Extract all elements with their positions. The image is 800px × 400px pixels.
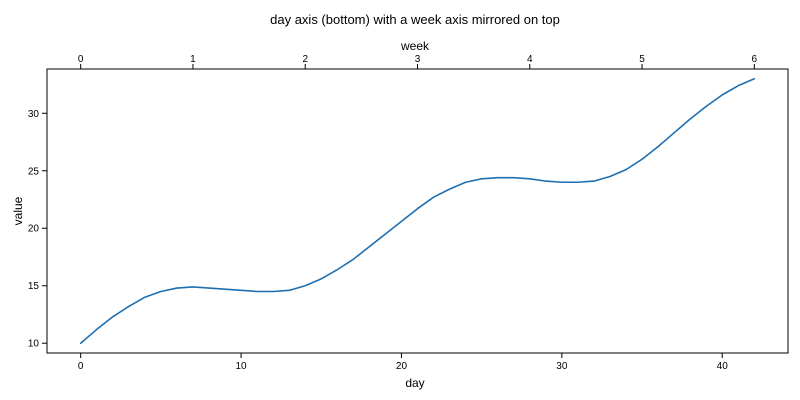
x-tick-label: 0: [78, 361, 84, 372]
secondary-x-tick-label: 5: [639, 54, 645, 65]
y-axis-label: value: [11, 196, 25, 225]
x-tick-label: 30: [556, 361, 568, 372]
secondary-x-tick-label: 3: [415, 54, 421, 65]
chart-title: day axis (bottom) with a week axis mirro…: [270, 12, 560, 27]
series-layer: [79, 77, 756, 345]
x-axis-label: day: [405, 376, 424, 390]
y-tick-label: 10: [28, 339, 40, 350]
y-axis-ticks: 10 15 20 25 30: [28, 109, 47, 350]
secondary-x-axis-label: week: [400, 39, 430, 53]
plot-frame: [46, 68, 789, 354]
y-tick-label: 30: [28, 109, 40, 120]
secondary-x-tick-label: 4: [527, 54, 533, 65]
y-tick-label: 25: [28, 166, 40, 177]
series-line: [79, 77, 756, 345]
secondary-x-tick-label: 2: [302, 54, 308, 65]
secondary-x-axis-ticks: 0 1 2 3 4 5 6: [78, 54, 758, 69]
secondary-x-tick-label: 6: [752, 54, 758, 65]
x-tick-label: 20: [396, 361, 408, 372]
x-axis-ticks: 0 10 20 30 40: [78, 353, 728, 372]
secondary-x-tick-label: 0: [78, 54, 84, 65]
x-tick-label: 10: [236, 361, 248, 372]
y-tick-label: 15: [28, 281, 40, 292]
x-tick-label: 40: [717, 361, 729, 372]
y-tick-label: 20: [28, 224, 40, 235]
secondary-x-tick-label: 1: [190, 54, 196, 65]
